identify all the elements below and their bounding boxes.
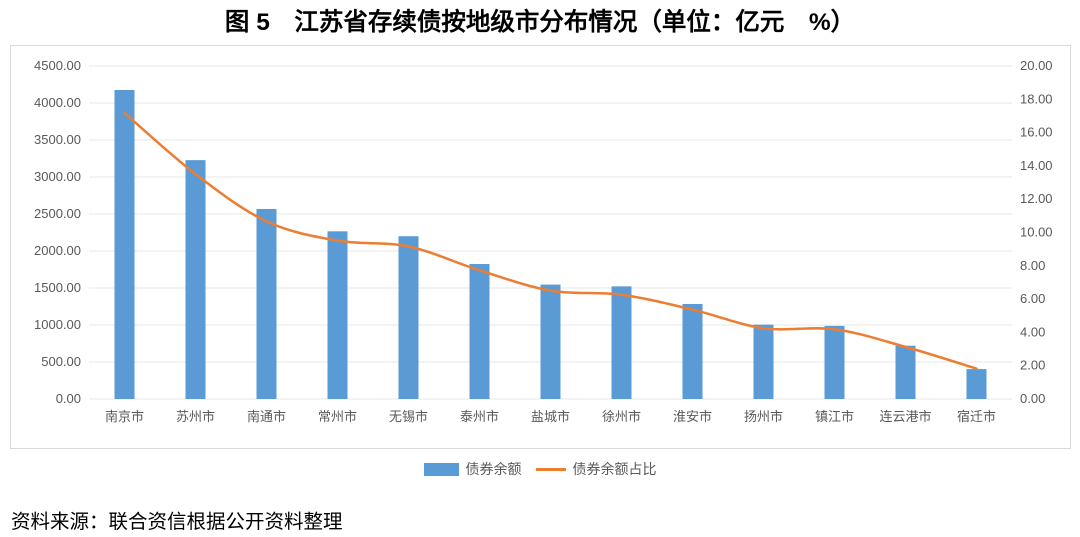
svg-text:4000.00: 4000.00	[34, 95, 81, 110]
svg-text:4500.00: 4500.00	[34, 58, 81, 73]
svg-text:0.00: 0.00	[1020, 391, 1045, 406]
svg-text:3000.00: 3000.00	[34, 169, 81, 184]
svg-text:徐州市: 徐州市	[602, 409, 641, 424]
svg-text:6.00: 6.00	[1020, 291, 1045, 306]
svg-text:扬州市: 扬州市	[744, 409, 783, 424]
svg-text:南通市: 南通市	[247, 409, 286, 424]
svg-text:8.00: 8.00	[1020, 258, 1045, 273]
svg-text:苏州市: 苏州市	[176, 409, 215, 424]
svg-text:泰州市: 泰州市	[460, 409, 499, 424]
svg-text:4.00: 4.00	[1020, 324, 1045, 339]
svg-text:无锡市: 无锡市	[389, 409, 428, 424]
svg-text:12.00: 12.00	[1020, 191, 1053, 206]
svg-text:2000.00: 2000.00	[34, 243, 81, 258]
svg-text:连云港市: 连云港市	[879, 409, 931, 424]
svg-text:0.00: 0.00	[56, 391, 81, 406]
svg-text:10.00: 10.00	[1020, 225, 1053, 240]
svg-text:淮安市: 淮安市	[673, 409, 712, 424]
svg-text:1500.00: 1500.00	[34, 280, 81, 295]
svg-text:2500.00: 2500.00	[34, 206, 81, 221]
svg-text:18.00: 18.00	[1020, 91, 1053, 106]
svg-text:2.00: 2.00	[1020, 358, 1045, 373]
svg-text:16.00: 16.00	[1020, 125, 1053, 140]
svg-text:14.00: 14.00	[1020, 158, 1053, 173]
svg-text:宿迁市: 宿迁市	[957, 409, 996, 424]
svg-text:20.00: 20.00	[1020, 58, 1053, 73]
svg-text:南京市: 南京市	[105, 409, 144, 424]
svg-text:3500.00: 3500.00	[34, 132, 81, 147]
svg-text:500.00: 500.00	[41, 354, 81, 369]
svg-text:镇江市: 镇江市	[815, 409, 854, 424]
svg-text:盐城市: 盐城市	[531, 409, 570, 424]
svg-text:1000.00: 1000.00	[34, 317, 81, 332]
svg-text:常州市: 常州市	[318, 409, 357, 424]
